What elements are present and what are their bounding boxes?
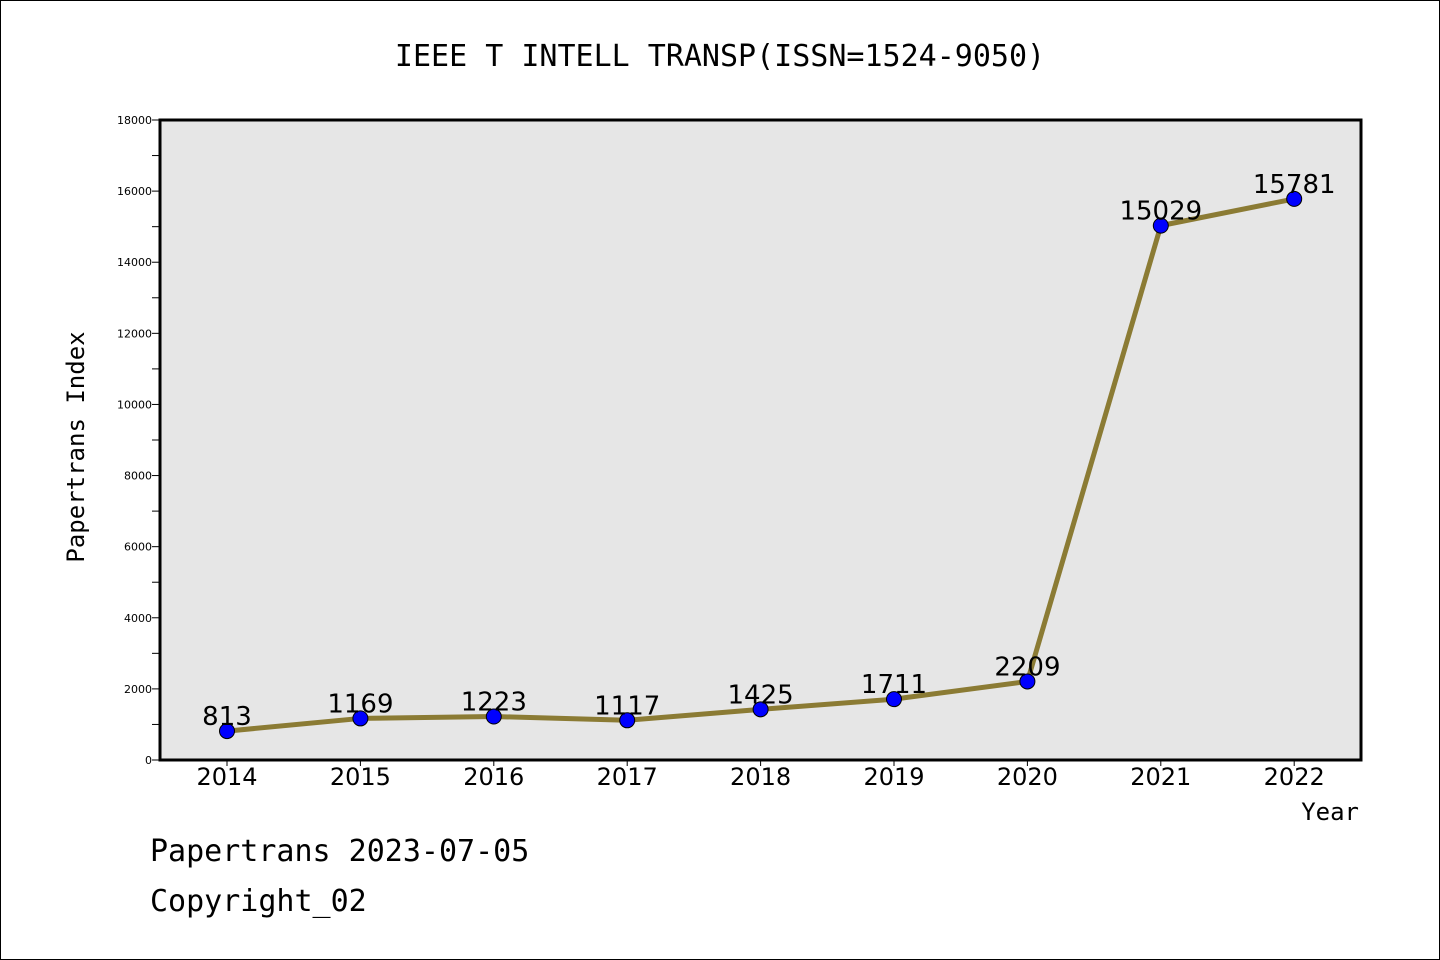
footer-copyright: Copyright_02 bbox=[150, 884, 367, 919]
x-tick-label: 2015 bbox=[330, 763, 391, 791]
y-axis-label: Papertrans Index bbox=[62, 331, 90, 562]
data-point-marker bbox=[619, 712, 636, 729]
y-tick-label: 8000 bbox=[124, 470, 152, 483]
y-tick-label: 18000 bbox=[117, 114, 152, 127]
data-label: 1425 bbox=[728, 680, 794, 710]
chart-title: IEEE T INTELL TRANSP(ISSN=1524-9050) bbox=[395, 39, 1045, 74]
data-point-marker bbox=[752, 701, 769, 718]
data-label: 813 bbox=[202, 702, 252, 732]
series-group bbox=[219, 190, 1303, 740]
x-tick-label: 2018 bbox=[730, 763, 791, 791]
data-point-marker bbox=[219, 723, 235, 740]
x-tick-label: 2016 bbox=[463, 763, 524, 791]
y-tick-label: 2000 bbox=[124, 683, 152, 696]
x-tick-label: 2022 bbox=[1264, 763, 1325, 791]
x-tick-label: 2017 bbox=[597, 763, 658, 791]
x-tick-label: 2021 bbox=[1130, 763, 1191, 791]
data-label: 1117 bbox=[594, 691, 660, 721]
data-label: 15781 bbox=[1253, 170, 1336, 200]
data-label: 1169 bbox=[327, 689, 393, 719]
data-label: 2209 bbox=[994, 652, 1060, 682]
x-axis-ticks: 2014 2015 2016 2017 2018 2019 2020 2021 2022 bbox=[196, 760, 1325, 791]
data-point-marker bbox=[352, 710, 369, 727]
data-label: 1711 bbox=[861, 670, 927, 700]
y-tick-label: 16000 bbox=[117, 185, 152, 198]
data-point-marker bbox=[886, 691, 902, 708]
x-tick-label: 2019 bbox=[863, 763, 924, 791]
data-point-marker bbox=[1019, 673, 1036, 690]
data-point-marker bbox=[1152, 217, 1169, 234]
y-tick-label: 0 bbox=[145, 754, 152, 767]
x-tick-label: 2014 bbox=[196, 763, 257, 791]
y-tick-label: 4000 bbox=[124, 612, 152, 625]
data-label: 1223 bbox=[461, 688, 527, 718]
x-axis-label: Year bbox=[1301, 798, 1359, 826]
y-tick-label: 10000 bbox=[117, 398, 152, 411]
data-point-marker bbox=[485, 708, 502, 725]
data-labels: 813 1169 1223 1117 1425 1711 2209 15029 15781 bbox=[202, 170, 1335, 732]
y-tick-label: 12000 bbox=[117, 327, 152, 340]
y-axis-ticks: 0 2000 4000 6000 8000 10000 12000 14000 16000 180… bbox=[117, 114, 160, 767]
x-tick-label: 2020 bbox=[997, 763, 1058, 791]
footer-date-line: Papertrans 2023-07-05 bbox=[150, 834, 530, 869]
y-tick-label: 14000 bbox=[117, 256, 152, 269]
y-tick-label: 6000 bbox=[124, 541, 152, 554]
data-label: 15029 bbox=[1119, 197, 1202, 227]
data-point-marker bbox=[1286, 190, 1303, 207]
